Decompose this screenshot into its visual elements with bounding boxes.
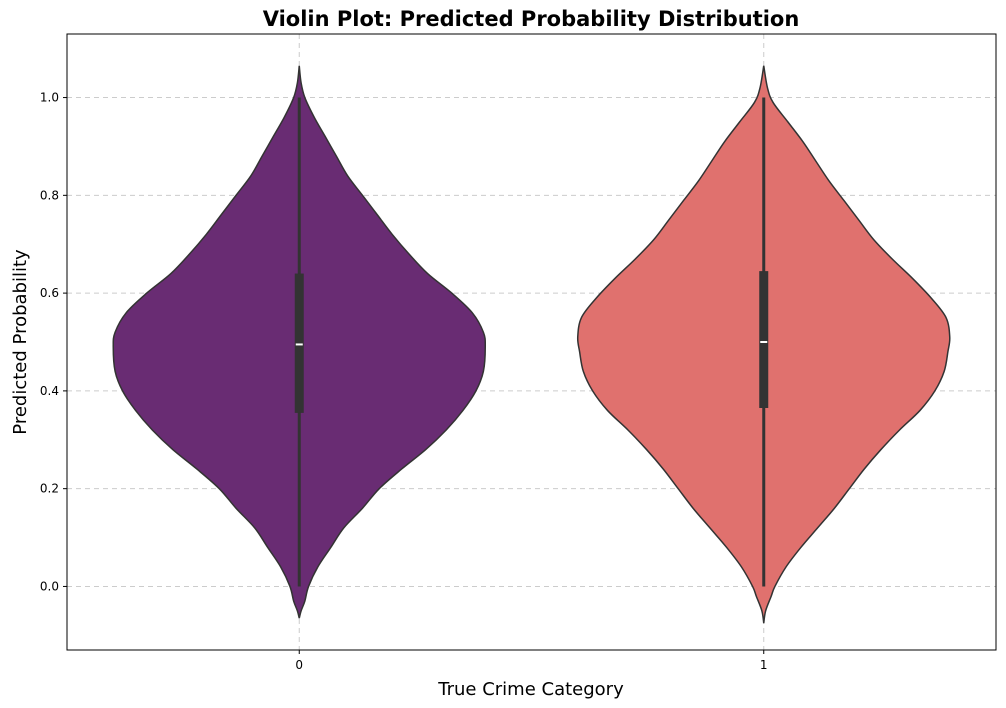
chart-title: Violin Plot: Predicted Probability Distr… <box>263 7 800 31</box>
violins <box>112 65 951 624</box>
x-tick-label: 0 <box>295 658 303 672</box>
x-tick-label: 1 <box>760 658 768 672</box>
y-tick-label: 0.2 <box>40 482 59 496</box>
y-axis-label: Predicted Probability <box>10 249 31 435</box>
axes: 0.0 0.2 0.4 0.6 0.8 1.0 0 1 <box>40 91 768 672</box>
y-tick-label: 0.8 <box>40 188 59 202</box>
x-axis-label: True Crime Category <box>437 679 624 700</box>
y-tick-label: 0.6 <box>40 286 59 300</box>
plot-frame <box>66 33 997 651</box>
y-tick-label: 0.0 <box>40 579 59 593</box>
y-tick-label: 0.4 <box>40 384 59 398</box>
y-tick-label: 1.0 <box>40 91 59 105</box>
iqr-box <box>294 273 304 413</box>
iqr-box <box>759 271 769 408</box>
